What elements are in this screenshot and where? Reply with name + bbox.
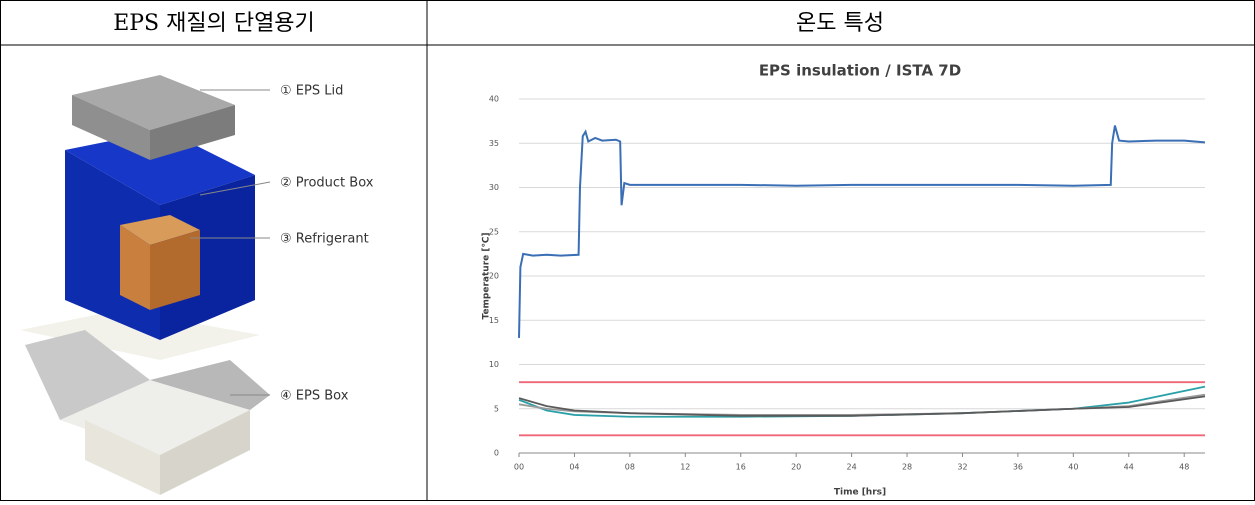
x-tick-label: 44 (1124, 463, 1134, 472)
part-label: ② Product Box (280, 176, 374, 191)
chart-title: EPS insulation / ISTA 7D (759, 62, 961, 80)
x-tick-label: 08 (625, 463, 635, 472)
x-tick-label: 36 (1013, 463, 1023, 472)
x-tick-label: 00 (514, 463, 524, 472)
x-tick-label: 40 (1068, 463, 1078, 472)
y-tick-label: 10 (489, 360, 499, 369)
y-tick-label: 20 (489, 272, 499, 281)
part-label: ④ EPS Box (280, 389, 349, 404)
x-tick-label: 32 (957, 463, 967, 472)
x-tick-label: 16 (736, 463, 746, 472)
part-label: ① EPS Lid (280, 84, 343, 99)
box-illustration (20, 75, 270, 495)
page: EPS 재질의 단열용기 온도 특성 ① EPS Lid ② Product B… (0, 0, 1255, 501)
x-tick-label: 28 (902, 463, 912, 472)
x-tick-label: 20 (791, 463, 801, 472)
x-tick-label: 12 (680, 463, 690, 472)
y-tick-label: 30 (489, 183, 499, 192)
y-tick-label: 5 (494, 404, 499, 413)
y-tick-label: 25 (489, 227, 499, 236)
x-tick-label: 24 (847, 463, 857, 472)
y-tick-label: 0 (494, 449, 499, 458)
part-label: ③ Refrigerant (280, 232, 369, 247)
y-tick-label: 40 (489, 95, 499, 104)
header-cell: 온도 특성 (796, 11, 884, 36)
header-cell: EPS 재질의 단열용기 (113, 11, 315, 36)
y-tick-label: 15 (489, 316, 499, 325)
x-tick-label: 04 (569, 463, 579, 472)
x-tick-label: 48 (1179, 463, 1189, 472)
y-tick-label: 35 (489, 139, 499, 148)
x-axis-label: Time [hrs] (834, 488, 886, 498)
